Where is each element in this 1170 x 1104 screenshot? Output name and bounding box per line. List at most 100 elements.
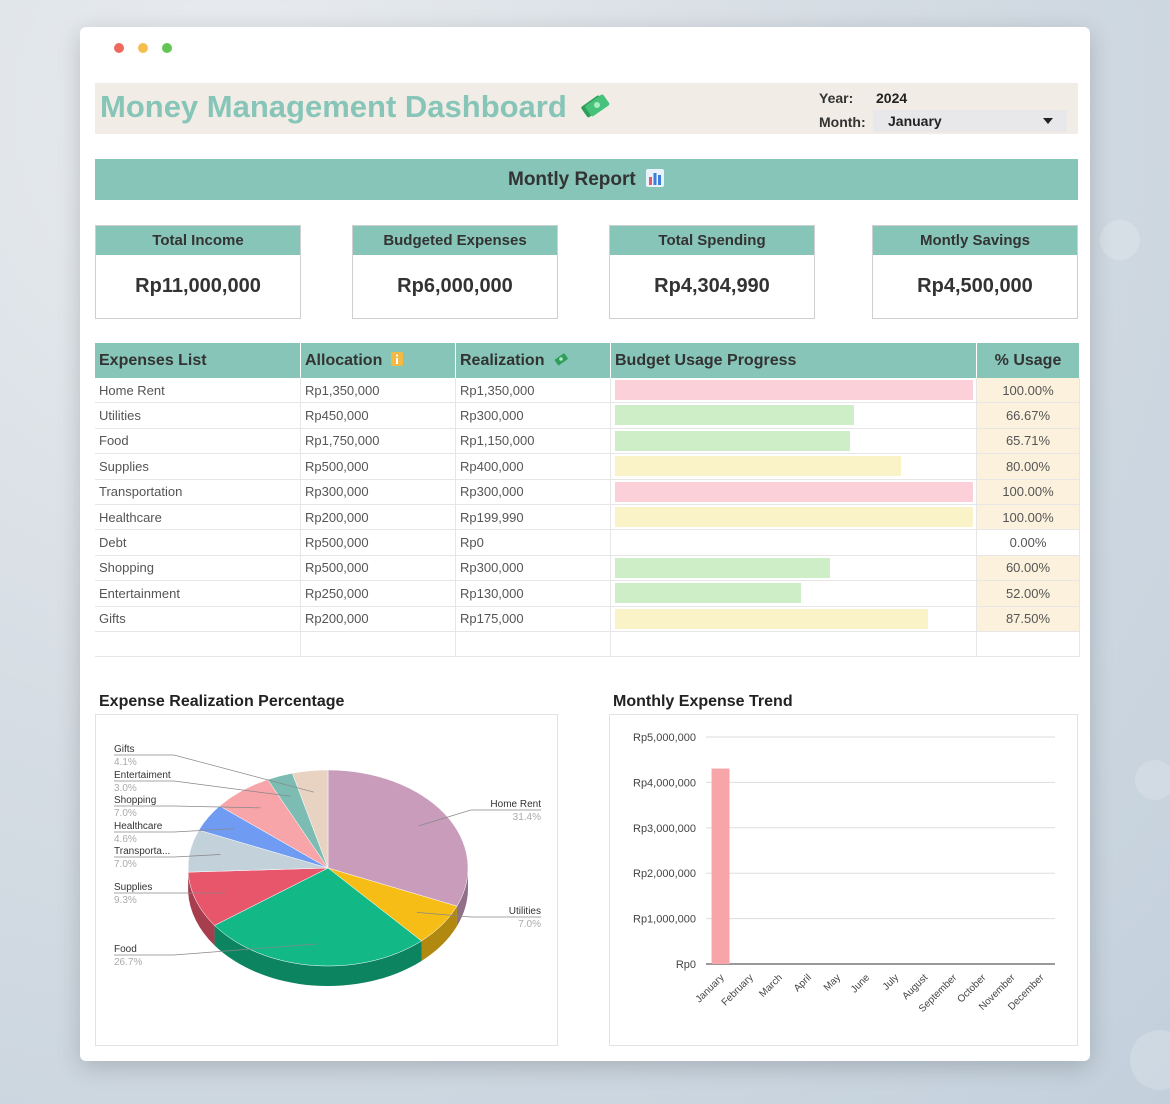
dashboard-window: Money Management Dashboard Year: 2024 Mo… [80, 27, 1090, 1061]
pie-leader-line [114, 754, 315, 793]
column-header-allocation: Allocation [300, 343, 456, 378]
pie-slice[interactable] [327, 769, 469, 907]
pie-slice-side [214, 925, 422, 986]
table-row[interactable]: Utilities Rp450,000 Rp300,000 66.67% [95, 402, 1080, 429]
progress-cell [610, 529, 977, 556]
money-bills-icon [554, 352, 568, 365]
pie-leader-line [114, 828, 235, 833]
table-row[interactable]: Shopping Rp500,000 Rp300,000 60.00% [95, 555, 1080, 582]
progress-bar [615, 583, 802, 604]
table-row[interactable]: Home Rent Rp1,350,000 Rp1,350,000 100.00% [95, 378, 1080, 404]
pie-slice-side [188, 872, 215, 946]
banner-label: Montly Report [508, 169, 636, 190]
usage-percent-cell: 60.00% [976, 555, 1080, 582]
pie-leader-line [114, 854, 221, 858]
table-row[interactable]: Food Rp1,750,000 Rp1,150,000 65.71% [95, 428, 1080, 455]
minimize-window-button[interactable] [138, 43, 148, 53]
usage-percent-cell: 66.67% [976, 402, 1080, 429]
progress-cell [610, 504, 977, 531]
progress-bar [615, 506, 973, 527]
x-tick-label: June [849, 972, 872, 995]
realization-cell: Rp1,350,000 [455, 378, 611, 404]
pie-leader-line [416, 912, 541, 918]
expense-name-cell: Transportation [95, 479, 301, 505]
y-tick-label: Rp4,000,000 [633, 777, 696, 789]
usage-percent-cell: 52.00% [976, 580, 1080, 607]
month-label: Month: [819, 114, 866, 130]
kpi-total-spending: Total Spending Rp4,304,990 [609, 225, 815, 319]
pie-percent-label: 31.4% [513, 812, 541, 823]
allocation-cell: Rp200,000 [300, 606, 456, 632]
column-header-expenses: Expenses List [95, 343, 301, 378]
usage-percent-cell: 100.00% [976, 504, 1080, 531]
x-tick-label: April [792, 972, 814, 994]
pie-slice[interactable] [187, 867, 329, 926]
progress-bar [615, 608, 929, 629]
kpi-monthly-savings: Montly Savings Rp4,500,000 [872, 225, 1078, 319]
table-row-empty [95, 631, 1080, 658]
realization-cell: Rp300,000 [455, 555, 611, 582]
progress-cell [610, 428, 977, 455]
pie-leader-line [114, 780, 291, 797]
bar[interactable] [711, 768, 730, 964]
allocation-cell: Rp300,000 [300, 479, 456, 505]
monthly-report-banner: Montly Report [95, 159, 1078, 200]
x-tick-label: March [757, 972, 784, 999]
progress-cell [610, 402, 977, 429]
empty-cell [976, 631, 1080, 658]
empty-cell [300, 631, 456, 658]
expense-name-cell: Utilities [95, 402, 301, 429]
allocation-cell: Rp1,750,000 [300, 428, 456, 455]
page-title: Money Management Dashboard [100, 89, 611, 125]
pie-percent-label: 3.0% [114, 783, 137, 794]
bar-chart-icon [646, 169, 664, 187]
realization-cell: Rp175,000 [455, 606, 611, 632]
progress-cell [610, 606, 977, 632]
kpi-value: Rp11,000,000 [135, 275, 261, 297]
table-row[interactable]: Healthcare Rp200,000 Rp199,990 100.00% [95, 504, 1080, 531]
realization-cell: Rp300,000 [455, 479, 611, 505]
realization-cell: Rp1,150,000 [455, 428, 611, 455]
expense-name-cell: Food [95, 428, 301, 455]
pie-leader-line [418, 809, 541, 827]
realization-cell: Rp300,000 [455, 402, 611, 429]
dashboard-header: Money Management Dashboard Year: 2024 Mo… [95, 83, 1078, 134]
usage-percent-cell: 87.50% [976, 606, 1080, 632]
allocation-cell: Rp1,350,000 [300, 378, 456, 404]
close-window-button[interactable] [114, 43, 124, 53]
month-select[interactable]: January [873, 110, 1067, 132]
progress-cell [610, 479, 977, 505]
y-tick-label: Rp0 [676, 959, 696, 971]
pie-slice[interactable] [214, 867, 422, 967]
pie-percent-label: 7.0% [114, 859, 137, 870]
pie-label: Transporta... [114, 846, 170, 857]
pie-label: Healthcare [114, 821, 163, 832]
allocation-cell: Rp200,000 [300, 504, 456, 531]
info-icon [390, 351, 403, 366]
pie-slice-side [421, 906, 457, 961]
pie-slice[interactable] [292, 769, 329, 869]
table-row[interactable]: Transportation Rp300,000 Rp300,000 100.00% [95, 479, 1080, 505]
usage-percent-cell: 80.00% [976, 453, 1080, 480]
progress-bar [615, 430, 851, 451]
year-value[interactable]: 2024 [876, 90, 908, 106]
maximize-window-button[interactable] [162, 43, 172, 53]
kpi-label: Budgeted Expenses [353, 226, 557, 255]
pie-percent-label: 9.3% [114, 895, 137, 906]
expense-name-cell: Debt [95, 529, 301, 556]
pie-slice-side [456, 868, 468, 927]
kpi-value: Rp4,304,990 [654, 275, 770, 297]
pie-percent-label: 4.6% [114, 834, 137, 845]
table-row[interactable]: Entertainment Rp250,000 Rp130,000 52.00% [95, 580, 1080, 607]
usage-percent-cell: 0.00% [976, 529, 1080, 556]
progress-cell [610, 453, 977, 480]
pie-chart-title: Expense Realization Percentage [99, 693, 345, 710]
table-row[interactable]: Gifts Rp200,000 Rp175,000 87.50% [95, 606, 1080, 632]
table-row[interactable]: Supplies Rp500,000 Rp400,000 80.00% [95, 453, 1080, 480]
pie-label: Entertaiment [114, 770, 171, 781]
kpi-label: Total Income [96, 226, 300, 255]
pie-percent-label: 7.0% [114, 808, 137, 819]
column-header-usage: % Usage [976, 343, 1080, 378]
table-row[interactable]: Debt Rp500,000 Rp0 0.00% [95, 529, 1080, 556]
